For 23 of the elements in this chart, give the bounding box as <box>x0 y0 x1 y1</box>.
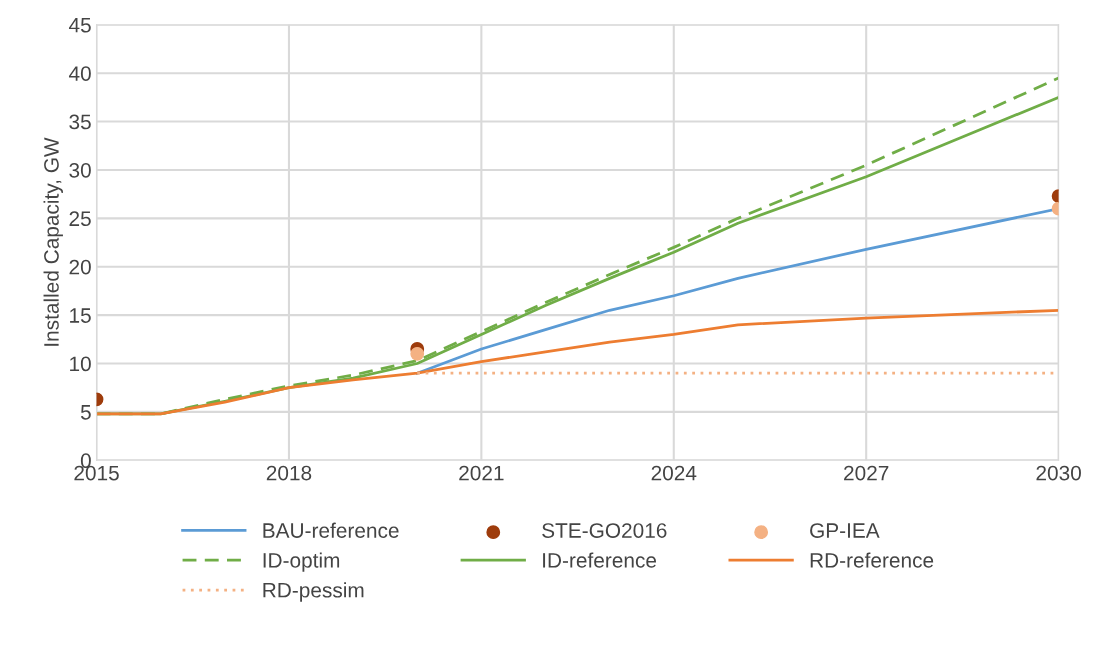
x-tick-label: 2021 <box>459 465 504 481</box>
y-tick-label: 45 <box>68 18 91 33</box>
legend-label: GP-IEA <box>810 523 880 538</box>
y-tick-label: 20 <box>69 259 91 275</box>
line-series <box>96 308 1059 416</box>
x-tick-label: 2027 <box>844 465 889 481</box>
y-tick-label: 5 <box>80 405 91 420</box>
legend-label: STE-GO2016 <box>542 523 667 538</box>
legend-label: ID-optim <box>263 552 340 572</box>
y-tick-label: 25 <box>69 211 91 227</box>
y-tick-label: 15 <box>70 308 91 323</box>
legend-label: RD-reference <box>810 552 934 568</box>
x-tick-label: 2018 <box>266 465 312 481</box>
y-tick-label: 35 <box>69 114 91 130</box>
y-tick-label: 10 <box>70 356 91 372</box>
y-tick-label: 30 <box>69 162 91 178</box>
legend-label: BAU-reference <box>263 522 399 538</box>
legend-label: ID-reference <box>543 552 657 568</box>
legend-label: RD-pessim <box>263 582 364 602</box>
x-tick-label: 2030 <box>1036 465 1081 481</box>
x-tick-label: 2024 <box>651 465 697 481</box>
y-axis-title: Installed Capacity, GW <box>43 137 63 346</box>
y-tick-label: 40 <box>68 66 91 81</box>
